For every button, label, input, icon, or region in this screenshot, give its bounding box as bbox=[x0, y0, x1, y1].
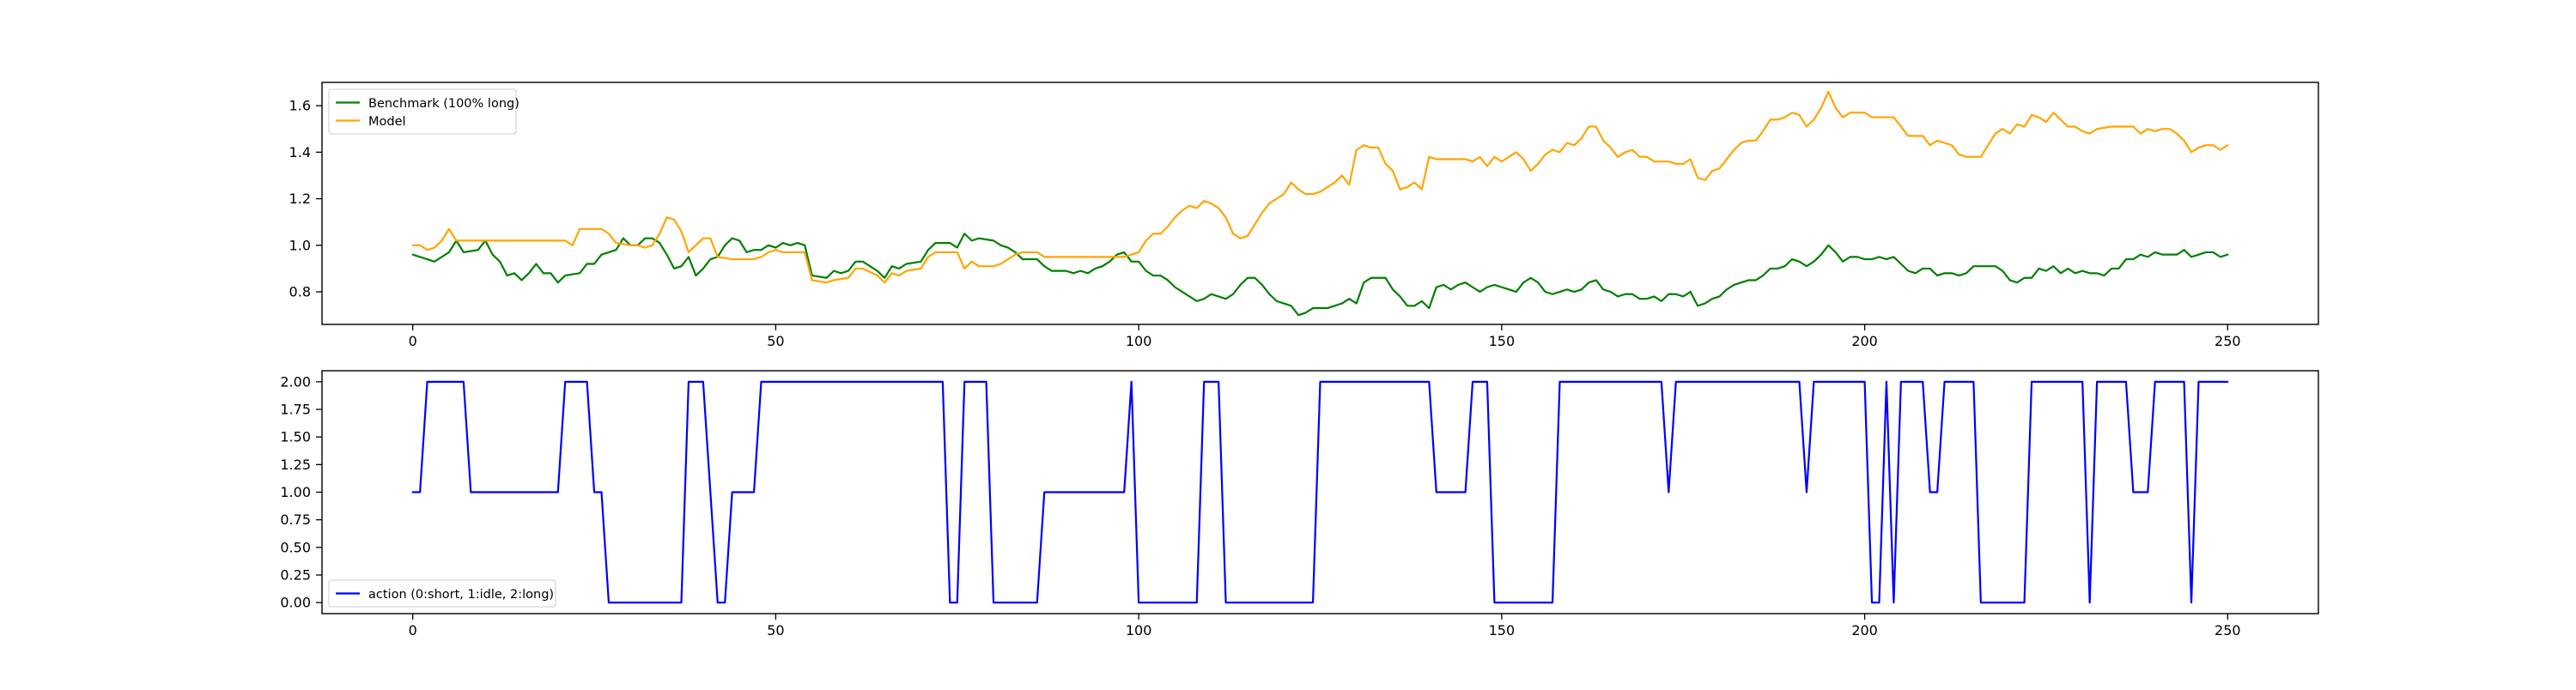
y-tick-label: 1.00 bbox=[280, 484, 311, 500]
series-line-2 bbox=[411, 90, 2229, 284]
legend-box bbox=[328, 88, 517, 135]
x-tick-label: 200 bbox=[1851, 622, 1878, 639]
y-tick-label: 1.25 bbox=[280, 457, 311, 473]
y-tick-label: 0.25 bbox=[280, 566, 311, 583]
y-tick-label: 0.75 bbox=[280, 511, 311, 528]
x-tick-label: 0 bbox=[409, 622, 417, 639]
y-tick-label: 0.50 bbox=[280, 539, 311, 555]
legend: Benchmark (100% long) Model bbox=[328, 88, 519, 135]
y-tick-label: 1.4 bbox=[289, 144, 311, 160]
series-line-1 bbox=[411, 233, 2229, 317]
x-tick-label: 100 bbox=[1126, 333, 1152, 349]
y-tick-label: 0.00 bbox=[280, 595, 311, 611]
x-tick-label: 150 bbox=[1489, 622, 1516, 639]
y-tick-label: 1.0 bbox=[289, 237, 311, 253]
legend: action (0:short, 1:idle, 2:long) bbox=[328, 579, 556, 608]
legend-label: Benchmark (100% long) bbox=[368, 97, 519, 111]
legend-label: action (0:short, 1:idle, 2:long) bbox=[368, 588, 554, 602]
chart-2: 0 50 100 150 200 250 0.00 0.25 0.50 0.75 1.00 1.25 1… bbox=[280, 370, 2319, 639]
x-tick-label: 100 bbox=[1126, 622, 1152, 639]
x-tick-label: 150 bbox=[1489, 333, 1516, 349]
x-tick-label: 0 bbox=[409, 333, 417, 349]
x-tick-label: 200 bbox=[1851, 333, 1878, 349]
axes-frame bbox=[321, 82, 2319, 325]
y-tick-label: 0.8 bbox=[289, 284, 311, 300]
x-tick-label: 50 bbox=[767, 622, 784, 639]
y-tick-label: 2.00 bbox=[280, 373, 311, 390]
chart-1: 0 50 100 150 200 250 0.8 1.0 1.2 1.4 1.6 Benchmark … bbox=[289, 82, 2319, 349]
legend-label: Model bbox=[368, 115, 406, 129]
y-tick-label: 1.50 bbox=[280, 429, 311, 445]
x-tick-label: 250 bbox=[2215, 333, 2241, 349]
y-tick-label: 1.75 bbox=[280, 402, 311, 418]
x-tick-label: 50 bbox=[767, 333, 784, 349]
legend-box bbox=[328, 579, 556, 608]
series-line-1 bbox=[411, 380, 2229, 604]
y-tick-label: 1.6 bbox=[289, 98, 311, 114]
y-tick-label: 1.2 bbox=[289, 191, 311, 207]
x-tick-label: 250 bbox=[2215, 622, 2241, 639]
